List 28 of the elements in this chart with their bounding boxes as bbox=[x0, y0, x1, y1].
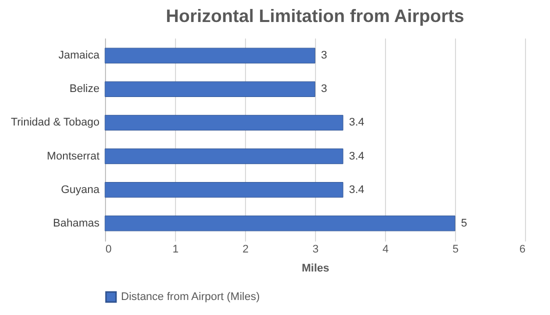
y-tick-label: Guyana bbox=[60, 184, 100, 196]
x-tick-label: 2 bbox=[242, 244, 249, 256]
bar bbox=[104, 81, 316, 97]
bar bbox=[104, 114, 344, 131]
bar bbox=[104, 216, 456, 232]
data-label: 3.4 bbox=[349, 116, 364, 129]
bar bbox=[104, 148, 344, 164]
x-tick-label: 6 bbox=[519, 244, 526, 256]
bar bbox=[104, 182, 344, 198]
data-label: 3.4 bbox=[349, 184, 364, 196]
data-label: 3.4 bbox=[349, 150, 364, 162]
data-label: 5 bbox=[461, 217, 468, 230]
x-tick-label: 0 bbox=[106, 244, 112, 256]
y-tick-label: Belize bbox=[70, 83, 100, 96]
y-tick-label: Montserrat bbox=[46, 150, 100, 162]
y-tick-label: Bahamas bbox=[53, 217, 100, 230]
y-tick-label: Jamaica bbox=[58, 50, 100, 62]
y-tick-label: Trinidad & Tobago bbox=[10, 116, 100, 129]
legend-label: Distance from Airport (Miles) bbox=[121, 291, 260, 303]
data-label: 3 bbox=[321, 50, 328, 62]
x-axis-title: Miles bbox=[302, 262, 330, 274]
chart-title: Horizontal Limitation from Airports bbox=[166, 6, 464, 26]
x-tick-label: 3 bbox=[312, 244, 319, 256]
x-tick-label: 5 bbox=[452, 244, 459, 256]
x-tick-label: 4 bbox=[382, 244, 389, 256]
data-label: 3 bbox=[321, 83, 328, 96]
x-tick-label: 1 bbox=[172, 244, 179, 256]
bar bbox=[104, 48, 316, 64]
